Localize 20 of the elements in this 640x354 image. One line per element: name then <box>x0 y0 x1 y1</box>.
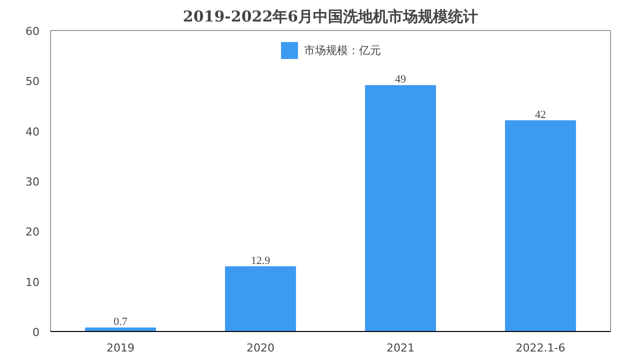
bar <box>365 85 436 332</box>
chart-title: 2019-2022年6月中国洗地机市场规模统计 <box>182 8 478 26</box>
data-label: 0.7 <box>114 316 128 328</box>
y-tick-label: 40 <box>26 125 40 138</box>
data-label: 12.9 <box>250 254 271 267</box>
bar <box>505 120 576 332</box>
x-tick-label: 2021 <box>386 342 415 354</box>
bar <box>225 266 296 332</box>
y-tick-label: 30 <box>26 176 40 188</box>
y-tick-label: 20 <box>26 226 40 239</box>
y-tick-label: 60 <box>26 25 40 38</box>
x-tick-label: 2020 <box>246 342 275 354</box>
x-tick-label: 2019 <box>106 342 135 354</box>
x-tick-label: 2022.1-6 <box>516 342 566 354</box>
y-tick-label: 0 <box>32 326 40 339</box>
data-label: 42 <box>535 108 546 121</box>
y-tick-label: 50 <box>26 75 40 88</box>
legend-label: 市场规模：亿元 <box>304 42 381 58</box>
y-tick-label: 10 <box>26 276 40 289</box>
data-label: 49 <box>395 74 406 86</box>
